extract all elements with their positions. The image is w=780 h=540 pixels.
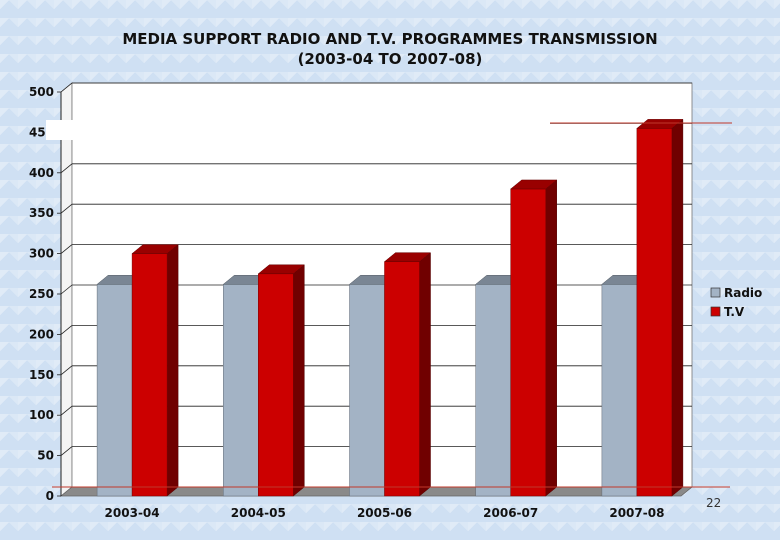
gridline-side-150 <box>60 365 73 376</box>
bar-side <box>545 179 557 497</box>
y-tick-label-50: 50 <box>37 449 54 463</box>
legend-swatch-Radio <box>710 287 721 298</box>
legend: Radio T.V <box>710 286 762 319</box>
gridline-side-350 <box>60 203 73 214</box>
bar-front <box>349 284 385 497</box>
bar-top <box>257 264 306 275</box>
bar-side <box>671 118 684 497</box>
y-tick-label-100: 100 <box>29 408 54 422</box>
bar-side <box>166 244 179 497</box>
bar-top <box>509 179 558 190</box>
bar-t-v-2004-05 <box>257 264 306 497</box>
y-tick-label-350: 350 <box>29 206 54 220</box>
bars <box>96 118 684 497</box>
legend-label-T.V: T.V <box>724 305 745 319</box>
bar-side <box>293 264 305 497</box>
bar-front <box>475 284 511 497</box>
bar-side <box>419 252 431 497</box>
page-number: 22 <box>706 496 721 510</box>
gridline-side-200 <box>60 325 73 335</box>
bar-front <box>131 253 168 497</box>
bar-t-v-2003-04 <box>131 244 179 497</box>
bar-front <box>636 128 673 497</box>
bar-front <box>510 188 546 497</box>
x-tick-label-2005-06: 2005-06 <box>357 506 412 520</box>
y-tick-label-500: 500 <box>29 85 54 99</box>
bar-front <box>384 261 420 497</box>
bar-front <box>96 284 133 497</box>
y-tick-label-400: 400 <box>29 166 54 180</box>
legend-label-Radio: Radio <box>724 286 762 300</box>
gridline-side-50 <box>60 446 73 456</box>
x-tick-label-2004-05: 2004-05 <box>231 506 286 520</box>
bar-top <box>636 119 684 129</box>
legend-swatch-T.V <box>710 306 721 317</box>
bar-front <box>258 273 294 497</box>
y-tick-label-150: 150 <box>29 368 54 382</box>
y-tick-label-0: 0 <box>46 489 54 503</box>
bar-top <box>383 252 432 262</box>
x-tick-label-2006-07: 2006-07 <box>483 506 538 520</box>
bar-t-v-2006-07 <box>509 179 558 497</box>
y-tick-label-200: 200 <box>29 327 54 341</box>
gridline-side-100 <box>60 405 73 416</box>
x-tick-label-2007-08: 2007-08 <box>609 506 664 520</box>
bar-t-v-2007-08 <box>636 118 684 497</box>
chart-subtitle: (2003-04 TO 2007-08) <box>298 50 483 68</box>
gridline-side-500 <box>60 82 73 93</box>
decorations <box>46 120 732 488</box>
y-tick-label-300: 300 <box>29 247 54 261</box>
bar-t-v-2005-06 <box>383 252 432 497</box>
bar-front <box>601 284 638 497</box>
chart-title: MEDIA SUPPORT RADIO AND T.V. PROGRAMMES … <box>122 30 657 48</box>
white-band <box>46 120 550 140</box>
x-tick-label-2003-04: 2003-04 <box>105 506 160 520</box>
gridline-side-250 <box>60 284 73 295</box>
gridline-side-300 <box>60 244 73 254</box>
bar-top <box>131 244 179 254</box>
gridline-side-400 <box>60 163 73 174</box>
y-tick-label-250: 250 <box>29 287 54 301</box>
bar-front <box>223 284 259 497</box>
x-axis: 2003-04 2004-05 2005-06 2006-07 2007-08 <box>105 506 665 520</box>
